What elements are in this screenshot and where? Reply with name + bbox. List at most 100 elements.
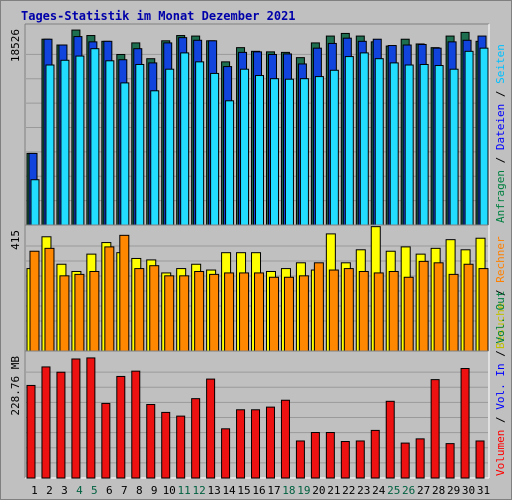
bar-seiten-day-22: [344, 56, 354, 226]
bar-rechner-day-5: [89, 270, 100, 352]
x-tick-label: 5: [91, 484, 98, 497]
bar-rechner-day-29: [448, 273, 459, 352]
bar-volumen-day-17: [265, 406, 275, 479]
x-tick-label: 6: [106, 484, 113, 497]
bar-volumen-day-25: [385, 400, 395, 479]
bar-rechner-day-28: [433, 262, 444, 352]
bar-rechner-day-18: [283, 276, 294, 352]
legend-entry-dateien: Dateien: [494, 104, 507, 150]
bar-seiten-day-18: [284, 78, 294, 226]
ymax-label-middle: 415: [9, 230, 22, 250]
bar-seiten-day-26: [404, 64, 414, 226]
bar-rechner-day-7: [119, 234, 130, 352]
bar-rechner-day-25: [388, 270, 399, 352]
bar-volumen-day-22: [340, 441, 350, 479]
x-tick-label: 3: [61, 484, 68, 497]
bar-volumen-day-14: [221, 428, 231, 479]
bar-volumen-day-21: [325, 432, 335, 479]
x-tick-label: 22: [342, 484, 355, 497]
x-tick-label: 21: [327, 484, 340, 497]
legend-entry-volumen: Volumen: [494, 430, 507, 476]
bar-seiten-day-13: [210, 72, 220, 226]
bar-rechner-day-1: [29, 250, 40, 352]
legend-top: Anfragen / Dateien / Seiten: [494, 44, 507, 223]
bar-volumen-day-31: [475, 440, 485, 479]
x-tick-label: 28: [432, 484, 445, 497]
bar-seiten-day-28: [434, 65, 444, 226]
bar-volumen-day-20: [310, 432, 320, 479]
bar-seiten-day-1: [30, 179, 40, 226]
series-seiten: [30, 47, 489, 226]
bar-rechner-day-14: [224, 272, 235, 352]
bar-volumen-day-23: [355, 440, 365, 479]
bar-seiten-day-17: [269, 78, 279, 226]
bar-seiten-day-4: [75, 55, 85, 226]
bar-rechner-day-26: [403, 276, 414, 352]
x-tick-label: 27: [417, 484, 430, 497]
bar-seiten-day-24: [374, 58, 384, 226]
bar-seiten-day-20: [314, 76, 324, 226]
bar-seiten-day-23: [359, 52, 369, 226]
legend-separator: /: [494, 150, 507, 170]
bar-rechner-day-3: [59, 275, 70, 352]
bar-volumen-day-5: [86, 357, 96, 479]
bar-rechner-day-23: [358, 270, 369, 352]
legend-entry-rechner: Rechner: [494, 236, 507, 283]
x-tick-label: 20: [312, 484, 325, 497]
x-tick-label: 11: [178, 484, 191, 497]
bar-seiten-day-16: [255, 75, 265, 226]
bar-seiten-day-5: [90, 48, 100, 226]
bar-seiten-day-9: [150, 90, 160, 226]
legend-middle: Besuche / Rechner: [494, 236, 507, 349]
bar-volumen-day-30: [460, 368, 470, 479]
legend-entry-vol-out: Vol. Out: [494, 291, 507, 344]
legend-separator: /: [494, 283, 507, 303]
x-tick-label: 7: [121, 484, 128, 497]
x-tick-label: 31: [477, 484, 490, 497]
bar-volumen-day-2: [41, 366, 51, 479]
x-tick-label: 19: [297, 484, 310, 497]
bar-volumen-day-18: [280, 399, 290, 479]
bar-rechner-day-6: [104, 246, 115, 352]
bar-seiten-day-7: [120, 82, 130, 226]
x-tick-label: 24: [372, 484, 386, 497]
x-tick-label: 12: [193, 484, 206, 497]
bar-volumen-day-15: [236, 409, 246, 479]
x-tick-label: 30: [462, 484, 475, 497]
bar-rechner-day-4: [74, 273, 85, 352]
bar-volumen-day-16: [251, 409, 261, 479]
bar-rechner-day-8: [134, 268, 145, 352]
x-tick-label: 29: [447, 484, 460, 497]
bar-seiten-day-2: [45, 64, 55, 226]
x-tick-label: 1: [31, 484, 38, 497]
x-tick-label: 9: [151, 484, 158, 497]
x-tick-label: 8: [136, 484, 143, 497]
bar-seiten-day-21: [329, 69, 339, 226]
x-axis-labels: 1 2 3 4 5 6 7 8 9 10 11 12 13 14 15 16 17 18 19 20 21 22 23 24 2…: [31, 484, 490, 497]
series-volumen: [26, 357, 485, 479]
bar-seiten-day-25: [389, 62, 399, 226]
bar-rechner-day-27: [418, 260, 429, 352]
panel-top: 18526 Anfragen / Dateien / Seiten: [9, 23, 507, 226]
bar-volumen-day-8: [131, 370, 141, 479]
panel-bottom: 228.76 MB Volumen / Vol. In / Vol. Out: [9, 291, 507, 479]
bar-rechner-day-31: [478, 268, 489, 352]
bar-rechner-day-24: [373, 272, 384, 352]
x-tick-label: 26: [402, 484, 415, 497]
bar-seiten-day-12: [195, 61, 205, 226]
bar-volumen-day-11: [176, 415, 186, 479]
chart-panels: 18526 Anfragen / Dateien / Seiten 415 Besuc…: [9, 23, 507, 479]
bar-seiten-day-11: [180, 52, 190, 226]
bar-volumen-day-12: [191, 398, 201, 479]
legend-separator: /: [494, 344, 507, 364]
x-tick-label: 18: [282, 484, 295, 497]
bar-seiten-day-6: [105, 60, 115, 226]
panel-middle: 415 Besuche / Rechner: [9, 224, 507, 352]
bar-volumen-day-9: [146, 403, 156, 479]
bar-volumen-day-26: [400, 442, 410, 479]
bar-rechner-day-12: [194, 270, 205, 352]
chart-title: Tages-Statistik im Monat Dezember 2021: [21, 9, 296, 23]
bar-volumen-day-4: [71, 358, 81, 479]
x-tick-label: 25: [387, 484, 400, 497]
